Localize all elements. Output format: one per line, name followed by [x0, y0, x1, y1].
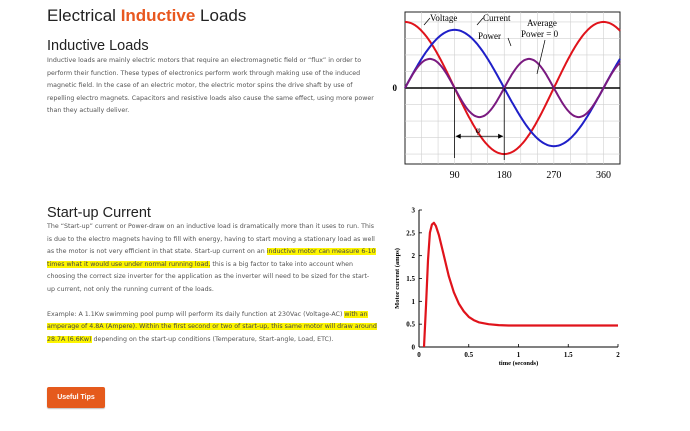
x-tick-label-1: 1 [517, 351, 521, 359]
y-tick-label-0.5: 0.5 [406, 321, 415, 329]
inductive-loads-paragraph: Inductive loads are mainly electric moto… [47, 57, 374, 115]
startup-paragraph-2: Example: A 1.1Kw swimming pool pump will… [47, 309, 377, 347]
y-tick-label-3: 3 [412, 207, 416, 215]
y-tick-label-1: 1 [412, 298, 416, 306]
motor-current-curve [422, 221, 618, 348]
y-zero-label: 0 [393, 83, 398, 93]
leader-power [507, 37, 512, 47]
useful-tips-button[interactable]: Useful Tips [47, 387, 105, 408]
label-power: Power [478, 31, 501, 41]
inductive-waveform-chart: 0 90 180 270 360 φ Voltage Current Power AverageP… [393, 11, 621, 181]
x-tick-label-0: 0 [417, 351, 421, 359]
leader-current [476, 17, 484, 26]
x-tick-label-2: 2 [616, 351, 620, 359]
p2-text-a: Example: A 1.1Kw swimming pool pump will… [47, 310, 345, 318]
p2-text-b: depending on the start-up conditions (Te… [91, 335, 334, 343]
series-voltage [404, 20, 621, 156]
label-current: Current [483, 13, 511, 23]
section-body-startup-current: The “Start-up” current or Power-draw on … [47, 221, 377, 346]
section-heading-startup-current: Start-up Current [47, 205, 151, 221]
leader-average [536, 39, 546, 75]
startup-current-chart: 0 0.5 1 1.5 2 2.5 3 0 0.5 1 1.5 2 time (seconds) Moto… [394, 207, 620, 368]
title-accent: Inductive [120, 6, 196, 25]
startup-paragraph-1: The “Start-up” current or Power-draw on … [47, 221, 377, 297]
x-tick-label-360: 360 [596, 170, 611, 181]
x-tick-label-270: 270 [546, 170, 561, 181]
x-tick-label-180: 180 [497, 170, 512, 181]
section-heading-inductive-loads: Inductive Loads [47, 38, 149, 54]
x-axis-label: time (seconds) [499, 360, 539, 367]
label-average: Average [527, 18, 557, 28]
page-title: Electrical Inductive Loads [47, 6, 246, 26]
phi-arrow-head-right [498, 133, 504, 139]
leader-voltage [423, 17, 431, 26]
section-body-inductive-loads: Inductive loads are mainly electric moto… [47, 55, 377, 118]
series-current [404, 28, 621, 148]
x-tick-label-90: 90 [450, 170, 460, 181]
label-power-zero: Power = 0 [521, 29, 559, 39]
p1-text-b: this is a big factor to take into accoun… [47, 260, 370, 293]
series-power [404, 57, 621, 119]
phi-arrow-head-left [455, 133, 461, 139]
y-tick-label-0: 0 [412, 344, 416, 352]
y-tick-label-1.5: 1.5 [406, 275, 415, 283]
x-tick-label-1.5: 1.5 [564, 351, 573, 359]
p1-text-a: The “Start-up” current or Power-draw on … [47, 223, 375, 256]
title-prefix: Electrical [47, 6, 121, 25]
label-voltage: Voltage [430, 13, 457, 23]
y-axis-label: Motor current (amps) [394, 248, 401, 309]
phi-label: φ [476, 125, 481, 135]
y-tick-label-2.5: 2.5 [406, 229, 415, 237]
y-tick-label-2: 2 [412, 252, 416, 260]
title-suffix: Loads [195, 6, 247, 25]
x-tick-label-0.5: 0.5 [464, 351, 473, 359]
